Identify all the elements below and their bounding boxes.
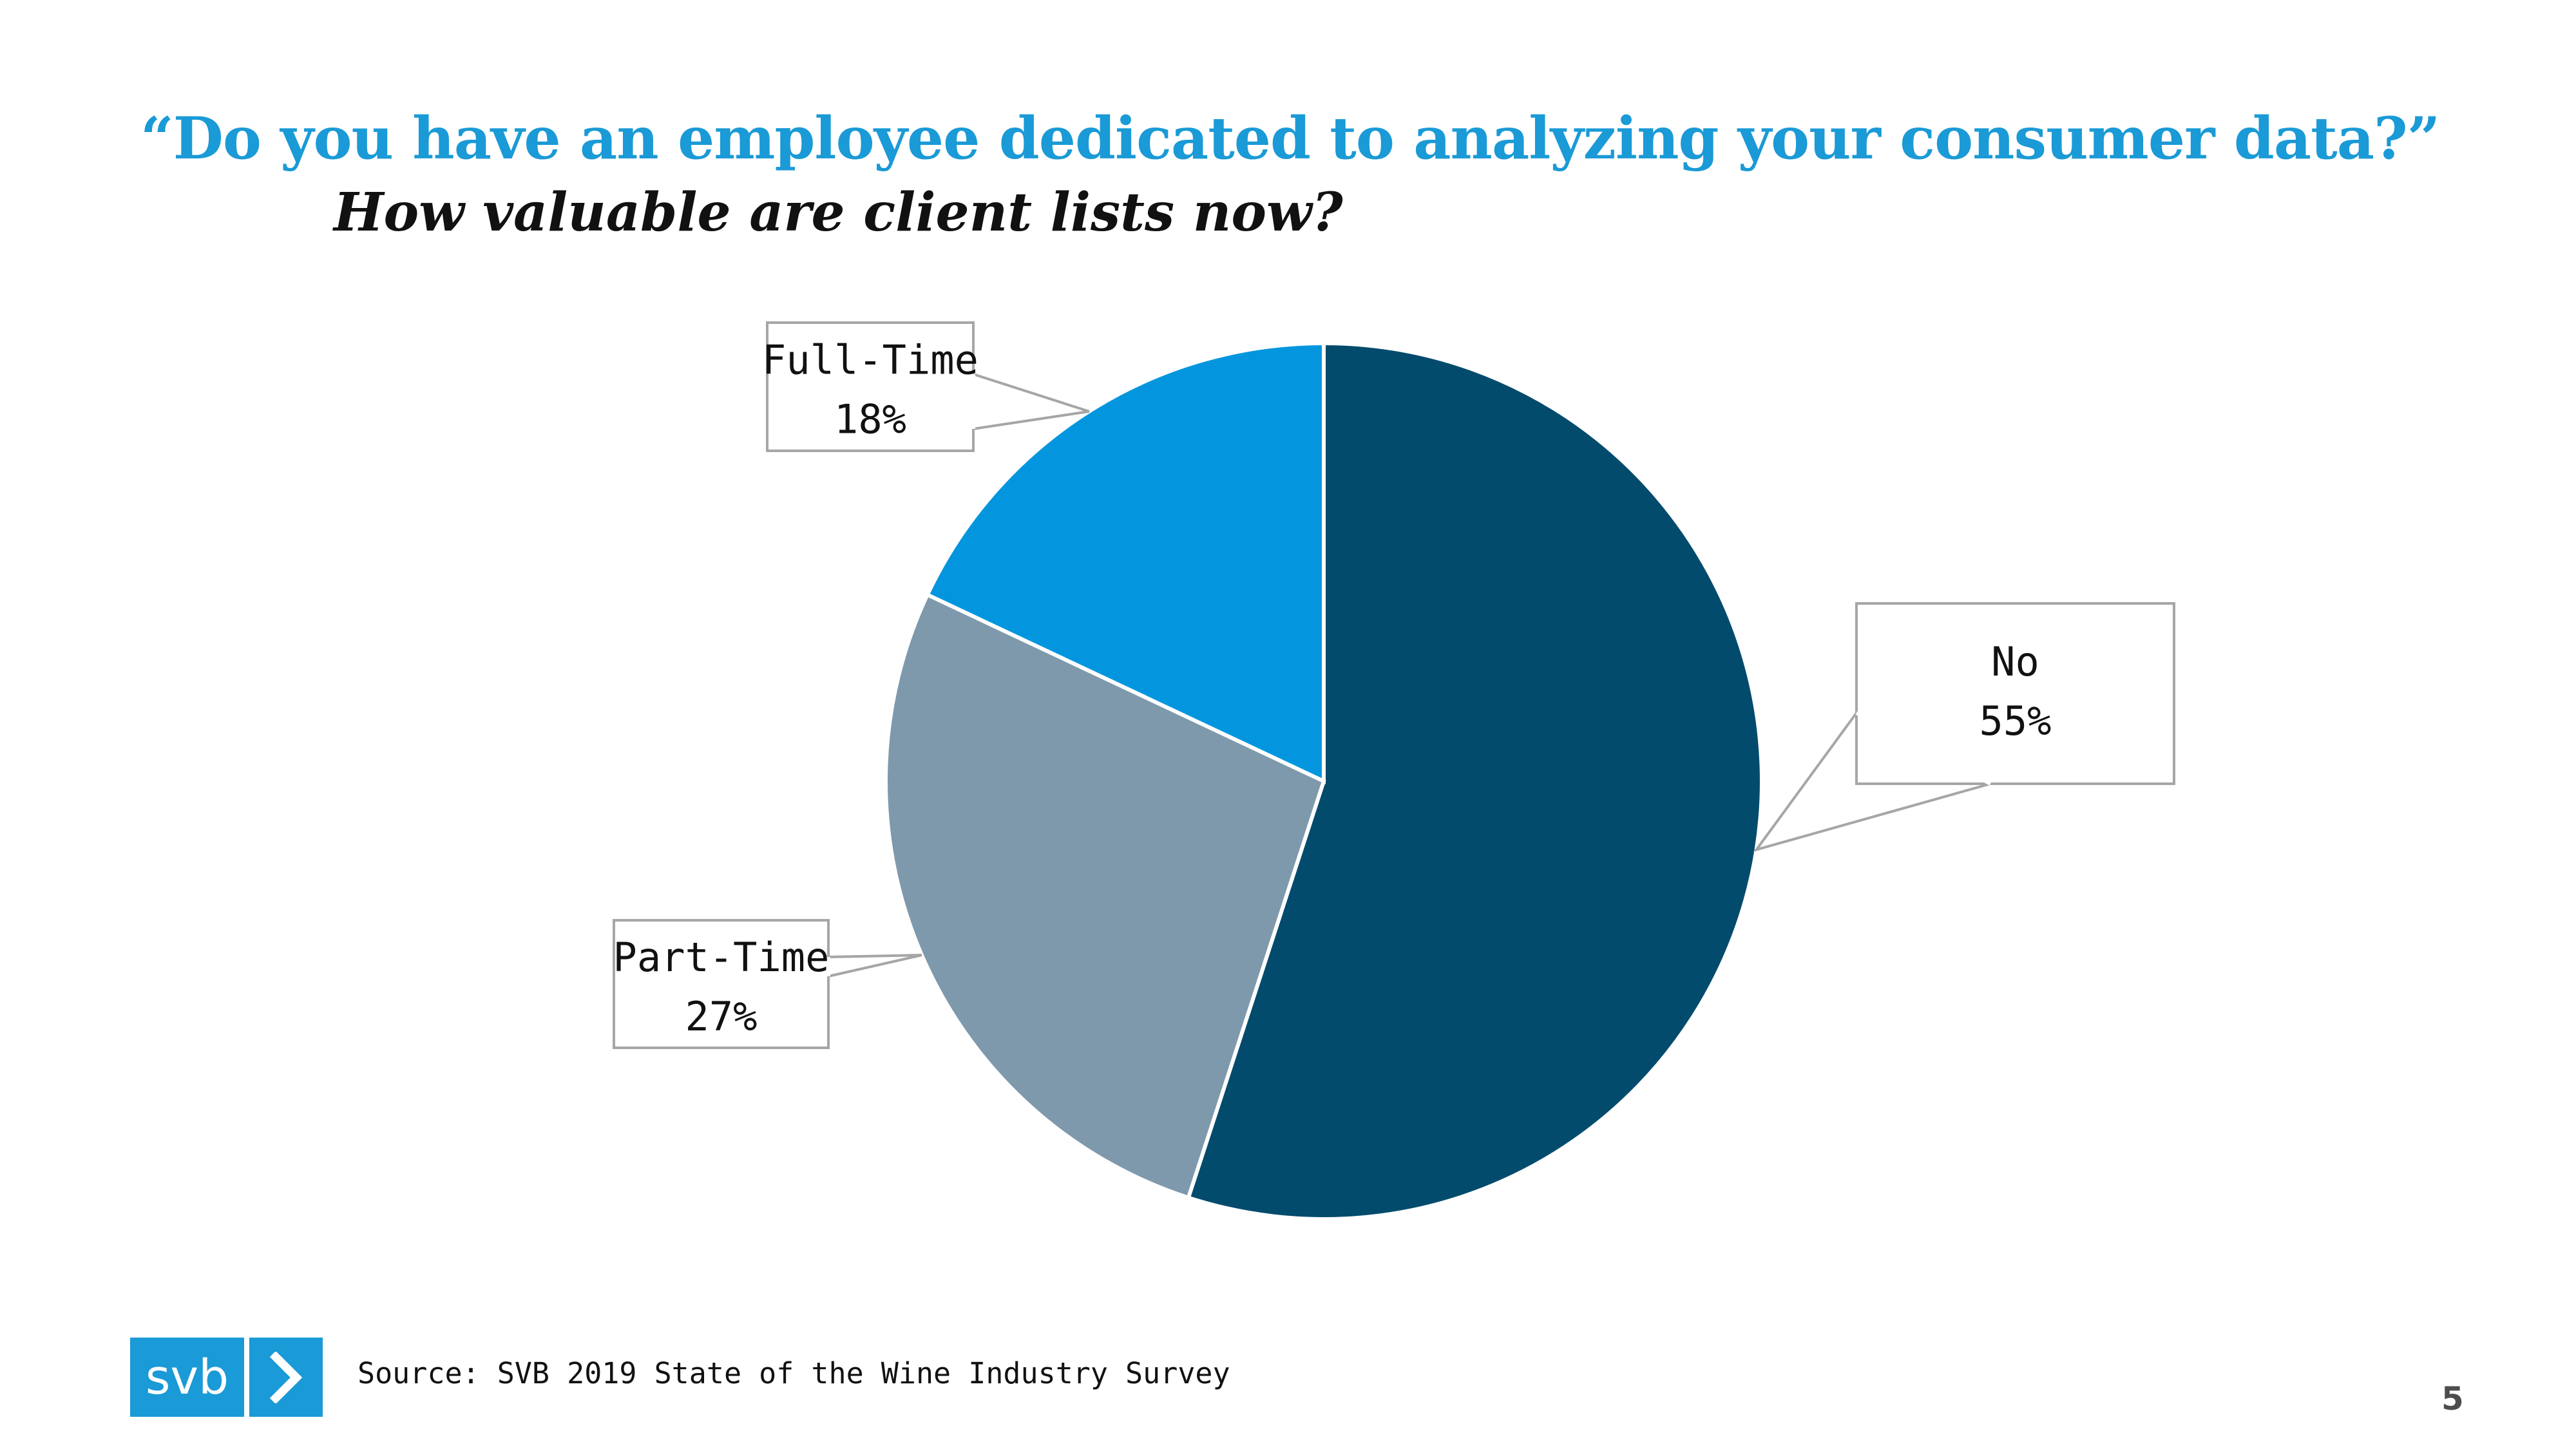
logo-text: svb xyxy=(130,1338,244,1417)
data-label-name: Part-Time xyxy=(613,934,830,981)
callout-box xyxy=(613,919,830,1049)
svb-logo: svb xyxy=(130,1338,323,1417)
callout-full-time: Full-Time 18% xyxy=(762,321,1090,452)
callout-box xyxy=(766,321,975,452)
callout-leader xyxy=(827,954,922,978)
data-label-value: 27% xyxy=(685,993,758,1040)
page-number: 5 xyxy=(2441,1380,2464,1417)
chart-title: “Do you have an employee dedicated to an… xyxy=(140,104,2441,173)
chart-subtitle: How valuable are client lists now? xyxy=(334,182,1343,243)
data-label-value: 55% xyxy=(1980,697,2052,744)
data-label-value: 18% xyxy=(834,396,906,443)
callout-box xyxy=(1855,602,2175,785)
chevron-right-icon xyxy=(249,1338,323,1417)
data-label-name: Full-Time xyxy=(762,337,978,384)
data-label-name: No xyxy=(1991,638,2039,685)
callout-part-time: Part-Time 27% xyxy=(613,919,922,1049)
callout-no: No 55% xyxy=(1753,602,2175,852)
source-note: Source: SVB 2019 State of the Wine Indus… xyxy=(358,1356,1230,1390)
